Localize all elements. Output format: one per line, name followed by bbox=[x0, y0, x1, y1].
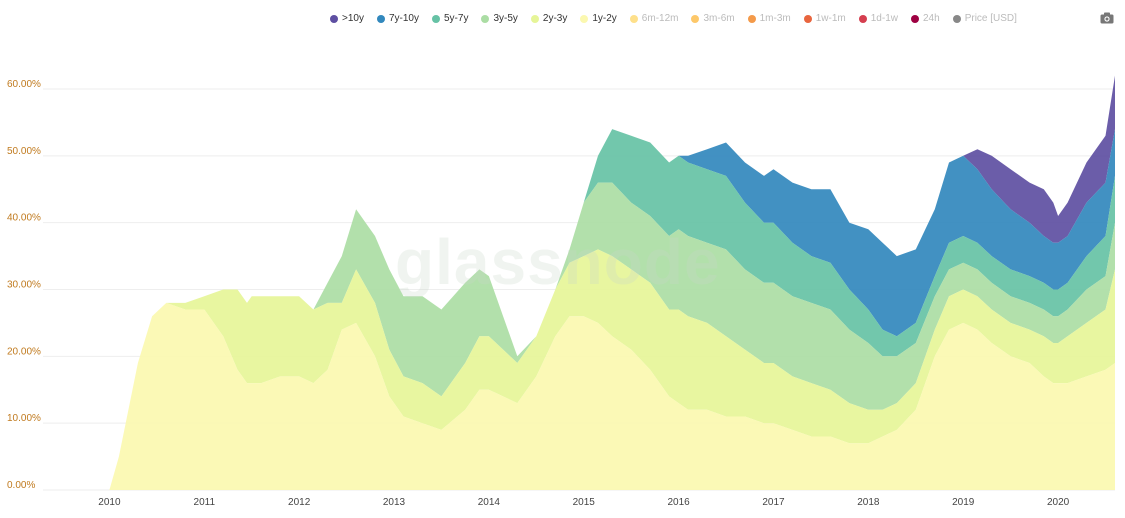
y-tick-label: 50.00% bbox=[7, 146, 41, 157]
series-area-1y-2y bbox=[99, 302, 1115, 490]
legend-label: 2y-3y bbox=[542, 13, 568, 24]
x-tick-label: 2013 bbox=[383, 497, 406, 508]
y-tick-label: 40.00% bbox=[7, 213, 41, 224]
series-area-2y-3y bbox=[99, 249, 1115, 490]
legend-item[interactable]: 1d-1w bbox=[858, 13, 898, 24]
series-area-7y-10y bbox=[99, 129, 1115, 490]
x-tick-label: 2012 bbox=[288, 497, 311, 508]
legend-swatch bbox=[481, 14, 490, 23]
x-tick-label: 2020 bbox=[1047, 497, 1070, 508]
legend-swatch bbox=[691, 14, 700, 23]
legend-item[interactable]: 5y-7y bbox=[431, 13, 469, 24]
legend-item[interactable]: 2y-3y bbox=[530, 13, 568, 24]
legend-swatch bbox=[803, 14, 812, 23]
legend-label: 6m-12m bbox=[641, 13, 679, 24]
legend-item[interactable]: >10y bbox=[330, 13, 364, 24]
x-tick-label: 2010 bbox=[98, 497, 121, 508]
legend-swatch bbox=[747, 14, 756, 23]
legend-swatch bbox=[952, 14, 961, 23]
series-area-3y-5y bbox=[99, 182, 1115, 490]
x-tick-label: 2016 bbox=[667, 497, 690, 508]
legend-label: 3m-6m bbox=[703, 13, 735, 24]
legend-item[interactable]: 7y-10y bbox=[376, 13, 419, 24]
legend-swatch bbox=[330, 14, 338, 23]
camera-icon[interactable] bbox=[1100, 12, 1114, 24]
x-tick-label: 2017 bbox=[762, 497, 785, 508]
legend-label: 1m-3m bbox=[759, 13, 791, 24]
legend-item[interactable]: 1y-2y bbox=[580, 13, 617, 24]
legend-label: 1w-1m bbox=[815, 13, 846, 24]
legend-label: Price [USD] bbox=[964, 13, 1017, 24]
legend-label: 3y-5y bbox=[493, 13, 518, 24]
legend-label: 1d-1w bbox=[870, 13, 898, 24]
x-tick-label: 2011 bbox=[194, 497, 216, 508]
x-tick-label: 2018 bbox=[857, 497, 880, 508]
legend-label: >10y bbox=[342, 13, 364, 24]
legend: >10y 7y-10y 5y-7y 3y-5y 2y-3y 1y-2y 6m-12m 3m-6… bbox=[330, 13, 1030, 24]
x-axis: 2010 2011 2012 2013 2014 2015 2016 2017 2018 2019… bbox=[98, 497, 1069, 508]
y-tick-label: 30.00% bbox=[7, 280, 41, 291]
legend-swatch bbox=[530, 14, 539, 23]
legend-label: 7y-10y bbox=[388, 13, 419, 24]
legend-label: 1y-2y bbox=[592, 13, 617, 24]
legend-swatch bbox=[376, 14, 385, 23]
legend-swatch bbox=[858, 14, 867, 23]
legend-swatch bbox=[911, 14, 919, 23]
y-axis: 0.00% 10.00% 20.00% 30.00% 40.00% 50.00% 60.00… bbox=[7, 79, 41, 491]
legend-swatch bbox=[431, 14, 440, 23]
legend-item[interactable]: 1w-1m bbox=[803, 13, 846, 24]
x-tick-label: 2014 bbox=[478, 497, 501, 508]
x-tick-label: 2019 bbox=[952, 497, 975, 508]
legend-item[interactable]: Price [USD] bbox=[952, 13, 1017, 24]
legend-swatch bbox=[629, 14, 638, 23]
legend-item[interactable]: 3m-6m bbox=[691, 13, 735, 24]
series-areas bbox=[99, 75, 1115, 490]
legend-item[interactable]: 24h bbox=[911, 13, 940, 24]
y-tick-label: 60.00% bbox=[7, 79, 41, 90]
y-tick-label: 0.00% bbox=[7, 480, 35, 491]
legend-item[interactable]: 1m-3m bbox=[747, 13, 791, 24]
legend-label: 24h bbox=[923, 13, 940, 24]
legend-item[interactable]: 3y-5y bbox=[481, 13, 518, 24]
y-tick-label: 10.00% bbox=[7, 413, 41, 424]
legend-label: 5y-7y bbox=[443, 13, 469, 24]
legend-item[interactable]: 6m-12m bbox=[629, 13, 679, 24]
x-tick-label: 2015 bbox=[573, 497, 596, 508]
y-tick-label: 20.00% bbox=[7, 346, 41, 357]
legend-swatch bbox=[580, 14, 589, 23]
